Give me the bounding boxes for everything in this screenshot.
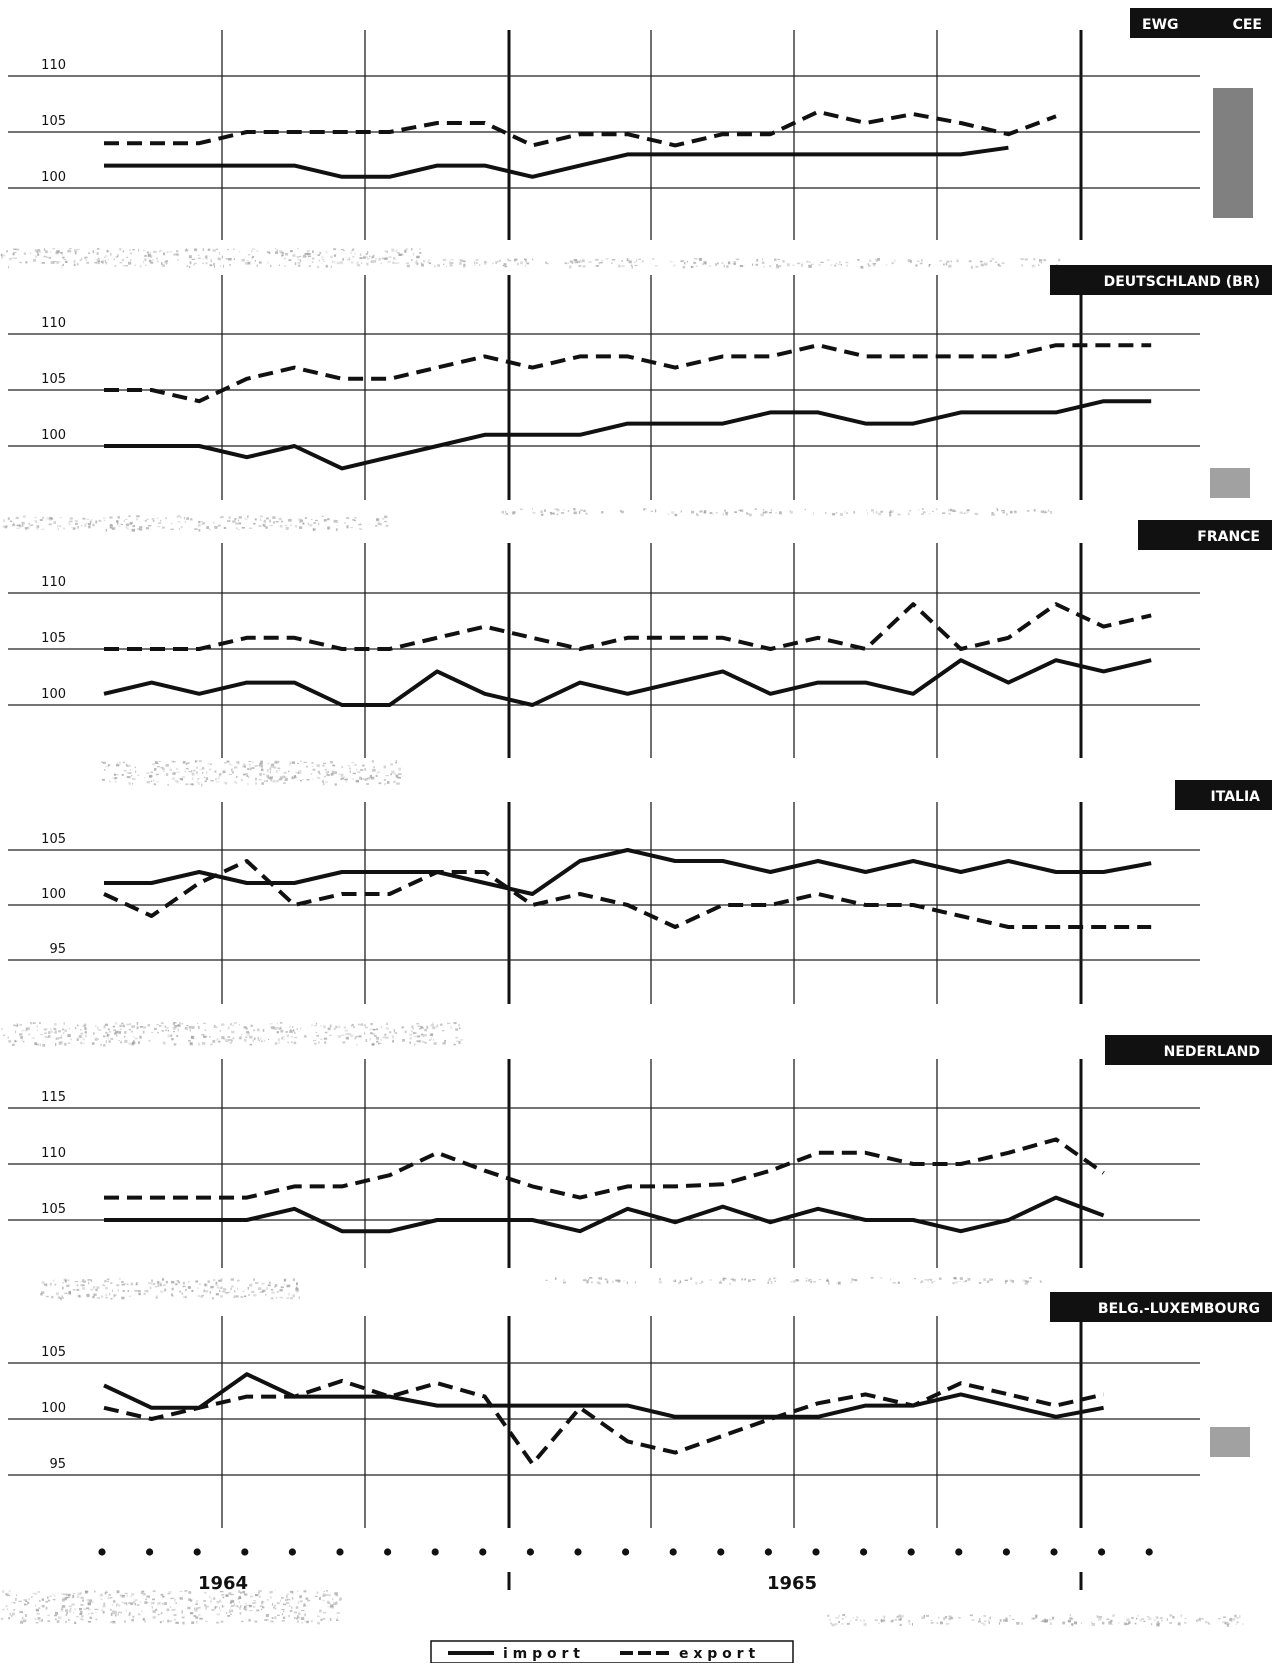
- y-tick-label: 100: [41, 1401, 66, 1416]
- chart-panel: 100 105 110 EWG CEE: [8, 8, 1272, 240]
- panel-title: ITALIA: [1211, 789, 1261, 805]
- panel-title: FRANCE: [1197, 529, 1260, 545]
- y-tick-label: 110: [41, 1146, 66, 1161]
- month-dot: [812, 1548, 820, 1556]
- chart-panel: 100 105 110 DEUTSCHLAND (BR): [8, 265, 1272, 500]
- month-dots: [98, 1548, 1153, 1556]
- month-dot: [146, 1548, 154, 1556]
- month-dot: [907, 1548, 915, 1556]
- chart-panel: 95 100 105 ITALIA: [8, 780, 1272, 1004]
- panel-title: DEUTSCHLAND (BR): [1104, 274, 1260, 290]
- month-dot: [717, 1548, 725, 1556]
- legend-import-label: i m p o r t: [503, 1646, 580, 1662]
- series-line-import: [104, 848, 1152, 896]
- month-dot: [241, 1548, 249, 1556]
- chart-panel: 100 105 110 FRANCE: [8, 520, 1272, 758]
- month-dot: [622, 1548, 630, 1556]
- month-dot: [98, 1548, 106, 1556]
- series-line-export: [104, 343, 1152, 404]
- month-dot: [431, 1548, 439, 1556]
- series-line-import: [103, 1372, 1104, 1419]
- legend-export-label: e x p o r t: [679, 1646, 755, 1662]
- chart-panel: 95 100 105 BELG.-LUXEMBOURG: [8, 1292, 1272, 1528]
- year-label-1964: 1964: [198, 1573, 248, 1594]
- month-dot: [526, 1548, 535, 1556]
- y-tick-label: 95: [49, 1457, 66, 1472]
- series-line-import: [104, 145, 1009, 179]
- y-tick-label: 115: [41, 1090, 66, 1105]
- month-dot: [574, 1548, 582, 1556]
- scan-noise: [0, 248, 1244, 1627]
- y-tick-label: 110: [41, 575, 66, 590]
- y-tick-label: 100: [41, 170, 66, 185]
- series-line-export: [104, 1137, 1105, 1200]
- y-tick-label: 105: [41, 372, 66, 387]
- panel-title-box: [1138, 520, 1272, 550]
- series-line-export: [104, 109, 1057, 148]
- panel-title: NEDERLAND: [1164, 1044, 1260, 1060]
- y-tick-label: 105: [41, 832, 66, 847]
- y-tick-label: 95: [49, 942, 66, 957]
- panel-title: BELG.-LUXEMBOURG: [1098, 1301, 1260, 1317]
- series-line-export: [103, 1378, 1105, 1466]
- y-tick-label: 100: [41, 887, 66, 902]
- chart-panels: 100 105 110 EWG CEE 100 105 110 DEUTSCHLAND (BR)…: [8, 8, 1272, 1528]
- month-dot: [336, 1548, 344, 1556]
- month-dot: [860, 1548, 868, 1556]
- chart-panel: 105 110 115 NEDERLAND: [8, 1035, 1272, 1268]
- month-dot: [669, 1548, 677, 1556]
- y-tick-label: 105: [41, 631, 66, 646]
- x-axis: 1964 1965: [98, 1548, 1153, 1594]
- month-dot: [955, 1548, 963, 1556]
- y-tick-label: 110: [41, 58, 66, 73]
- legend: i m p o r t e x p o r t: [430, 1640, 794, 1664]
- shaded-marker: [1210, 88, 1253, 1457]
- month-dot: [1050, 1548, 1058, 1556]
- y-tick-label: 100: [41, 428, 66, 443]
- month-dot: [1098, 1548, 1106, 1556]
- y-tick-label: 105: [41, 1202, 66, 1217]
- month-dot: [1145, 1548, 1153, 1556]
- panel-title-box: [1050, 1292, 1272, 1322]
- panel-title: EWG: [1142, 17, 1179, 33]
- panel-title-box: [1130, 8, 1272, 38]
- series-line-export: [104, 602, 1152, 651]
- series-line-import: [104, 1195, 1105, 1234]
- panel-title-box: [1175, 780, 1272, 810]
- y-tick-label: 110: [41, 316, 66, 331]
- panel-title: CEE: [1233, 17, 1262, 33]
- month-dot: [479, 1548, 487, 1556]
- year-label-1965: 1965: [767, 1573, 817, 1594]
- series-line-import: [103, 658, 1152, 707]
- y-tick-label: 105: [41, 1345, 66, 1360]
- month-dot: [384, 1548, 392, 1556]
- y-tick-label: 100: [41, 687, 66, 702]
- panel-title-box: [1050, 265, 1272, 295]
- series-line-export: [103, 859, 1152, 929]
- panel-title-box: [1105, 1035, 1272, 1065]
- month-dot: [288, 1548, 296, 1556]
- month-dot: [764, 1548, 773, 1556]
- y-tick-label: 105: [41, 114, 66, 129]
- series-line-import: [104, 399, 1152, 471]
- month-dot: [193, 1548, 201, 1556]
- month-dot: [1002, 1548, 1011, 1556]
